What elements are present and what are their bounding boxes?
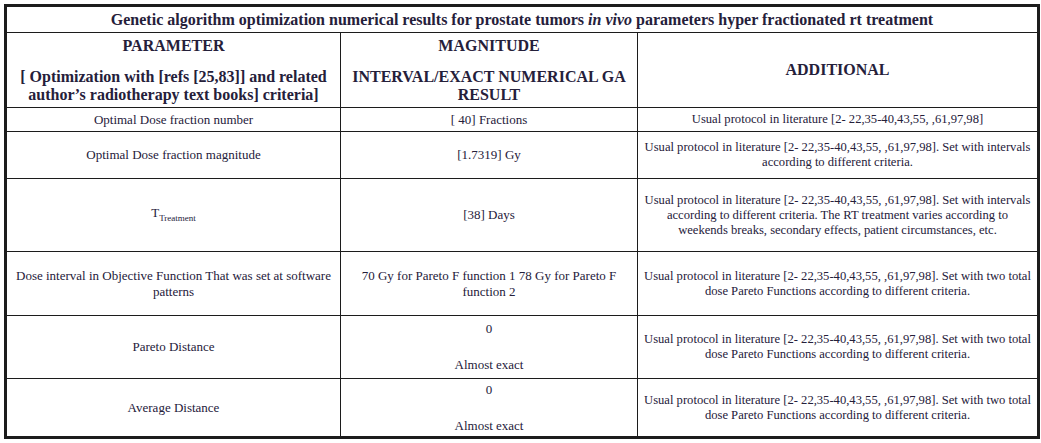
table-row: Optimal Dose fraction magnitude [1.7319]…: [6, 131, 1039, 179]
magnitude-cell: 0 Almost exact: [341, 316, 638, 379]
title-italic-in-vivo: in vivo: [588, 11, 632, 28]
table-row: TTreatment [38] Days Usual protocol in l…: [6, 179, 1039, 252]
parameter-header-main: PARAMETER: [15, 37, 332, 55]
parameter-header-criteria: [ Optimization with [refs [25,83]] and r…: [15, 68, 332, 104]
results-table: Genetic algorithm optimization numerical…: [4, 4, 1040, 439]
table-title-row: Genetic algorithm optimization numerical…: [6, 6, 1039, 33]
t-treatment-symbol: T: [151, 205, 159, 220]
table-row: Dose interval in Objective Function That…: [6, 252, 1039, 316]
magnitude-note: Almost exact: [349, 418, 629, 434]
parameter-cell: Optimal Dose fraction number: [6, 108, 341, 131]
t-treatment-subscript: Treatment: [159, 213, 196, 223]
table-title: Genetic algorithm optimization numerical…: [6, 6, 1039, 33]
parameter-cell: Dose interval in Objective Function That…: [6, 252, 341, 316]
additional-cell: Usual protocol in literature [2- 22,35-4…: [638, 131, 1039, 179]
magnitude-header-main: MAGNITUDE: [349, 37, 629, 55]
magnitude-value: 0: [349, 321, 629, 337]
additional-cell: Usual protocol in literature [2- 22,35-4…: [638, 252, 1039, 316]
title-prefix: Genetic algorithm optimization numerical…: [111, 11, 584, 28]
parameter-cell: TTreatment: [6, 179, 341, 252]
additional-cell: Usual protocol in literature [2- 22,35-4…: [638, 179, 1039, 252]
magnitude-cell: [ 40] Fractions: [341, 108, 638, 131]
column-header-additional: ADDITIONAL: [638, 33, 1039, 108]
column-header-parameter: PARAMETER [ Optimization with [refs [25,…: [6, 33, 341, 108]
table-row: Average Distance 0 Almost exact Usual pr…: [6, 379, 1039, 438]
magnitude-value: 0: [349, 382, 629, 398]
title-suffix: parameters hyper fractionated rt treatme…: [636, 11, 933, 28]
magnitude-cell: 70 Gy for Pareto F function 1 78 Gy for …: [341, 252, 638, 316]
magnitude-note: Almost exact: [349, 357, 629, 373]
magnitude-cell: [1.7319] Gy: [341, 131, 638, 179]
magnitude-header-sub: INTERVAL/EXACT NUMERICAL GA RESULT: [349, 68, 629, 104]
column-header-row: PARAMETER [ Optimization with [refs [25,…: [6, 33, 1039, 108]
parameter-cell: Pareto Distance: [6, 316, 341, 379]
additional-cell: Usual protocol in literature [2- 22,35-4…: [638, 379, 1039, 438]
parameter-cell: Optimal Dose fraction magnitude: [6, 131, 341, 179]
additional-cell: Usual protocol in literature [2- 22,35-4…: [638, 108, 1039, 131]
table-row: Pareto Distance 0 Almost exact Usual pro…: [6, 316, 1039, 379]
magnitude-cell: 0 Almost exact: [341, 379, 638, 438]
table-row: Optimal Dose fraction number [ 40] Fract…: [6, 108, 1039, 131]
column-header-magnitude: MAGNITUDE INTERVAL/EXACT NUMERICAL GA RE…: [341, 33, 638, 108]
parameter-cell: Average Distance: [6, 379, 341, 438]
page: Genetic algorithm optimization numerical…: [0, 0, 1041, 443]
additional-cell: Usual protocol in literature [2- 22,35-4…: [638, 316, 1039, 379]
magnitude-cell: [38] Days: [341, 179, 638, 252]
table-title-text: Genetic algorithm optimization numerical…: [111, 11, 933, 28]
